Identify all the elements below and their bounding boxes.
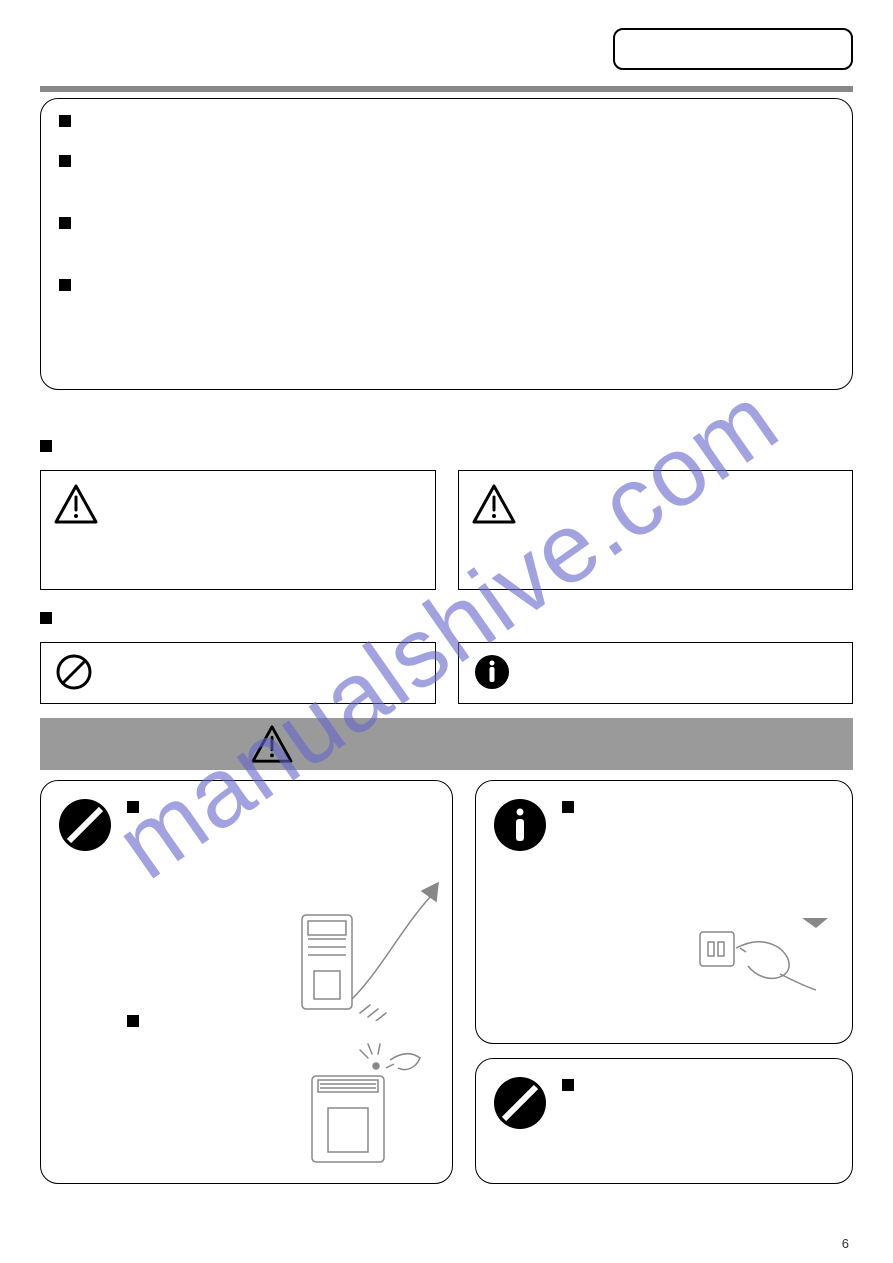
mandatory-icon (473, 653, 839, 691)
warning-box-left (40, 470, 436, 590)
bullet-icon (40, 612, 52, 624)
warning-triangle-icon (471, 483, 841, 525)
warning-box-row (40, 470, 853, 590)
section-heading-row (40, 438, 853, 456)
symbol-box-prohibition (40, 642, 436, 704)
mandatory-solid-icon (492, 797, 548, 853)
warning-box-right (458, 470, 854, 590)
unplug-hand-illustration (694, 912, 834, 997)
appliance-throw-object-illustration (290, 1038, 440, 1173)
page-number: 6 (842, 1236, 849, 1251)
appliance-cord-trip-illustration (290, 881, 440, 1026)
bullet-icon (127, 801, 139, 813)
warning-triangle-icon (250, 724, 294, 764)
header-rule (40, 86, 853, 92)
bullet-icon (59, 279, 71, 291)
manual-page: manualshive.com (0, 0, 893, 1263)
caution-panels (40, 780, 853, 1184)
caution-panel-prohibition-right (475, 1058, 854, 1184)
prohibition-solid-icon (492, 1075, 548, 1131)
bullet-icon (59, 155, 71, 167)
caution-panel-mandatory (475, 780, 854, 1044)
caution-panel-prohibition-left (40, 780, 453, 1184)
bullet-icon (562, 801, 574, 813)
prohibition-solid-icon (57, 797, 113, 853)
symbol-box-row (40, 642, 853, 704)
caution-right-column (475, 780, 854, 1184)
bullet-icon (562, 1079, 574, 1091)
symbol-box-mandatory (458, 642, 854, 704)
prohibition-icon (55, 653, 421, 691)
bullet-icon (59, 115, 71, 127)
bullet-icon (59, 217, 71, 229)
section-heading-row (40, 610, 853, 628)
warning-triangle-icon (53, 483, 423, 525)
caution-heading-band (40, 718, 853, 770)
bullet-icon (40, 440, 52, 452)
intro-rounded-box (40, 98, 853, 390)
bullet-icon (127, 1015, 139, 1027)
header-outline-box (613, 28, 853, 70)
